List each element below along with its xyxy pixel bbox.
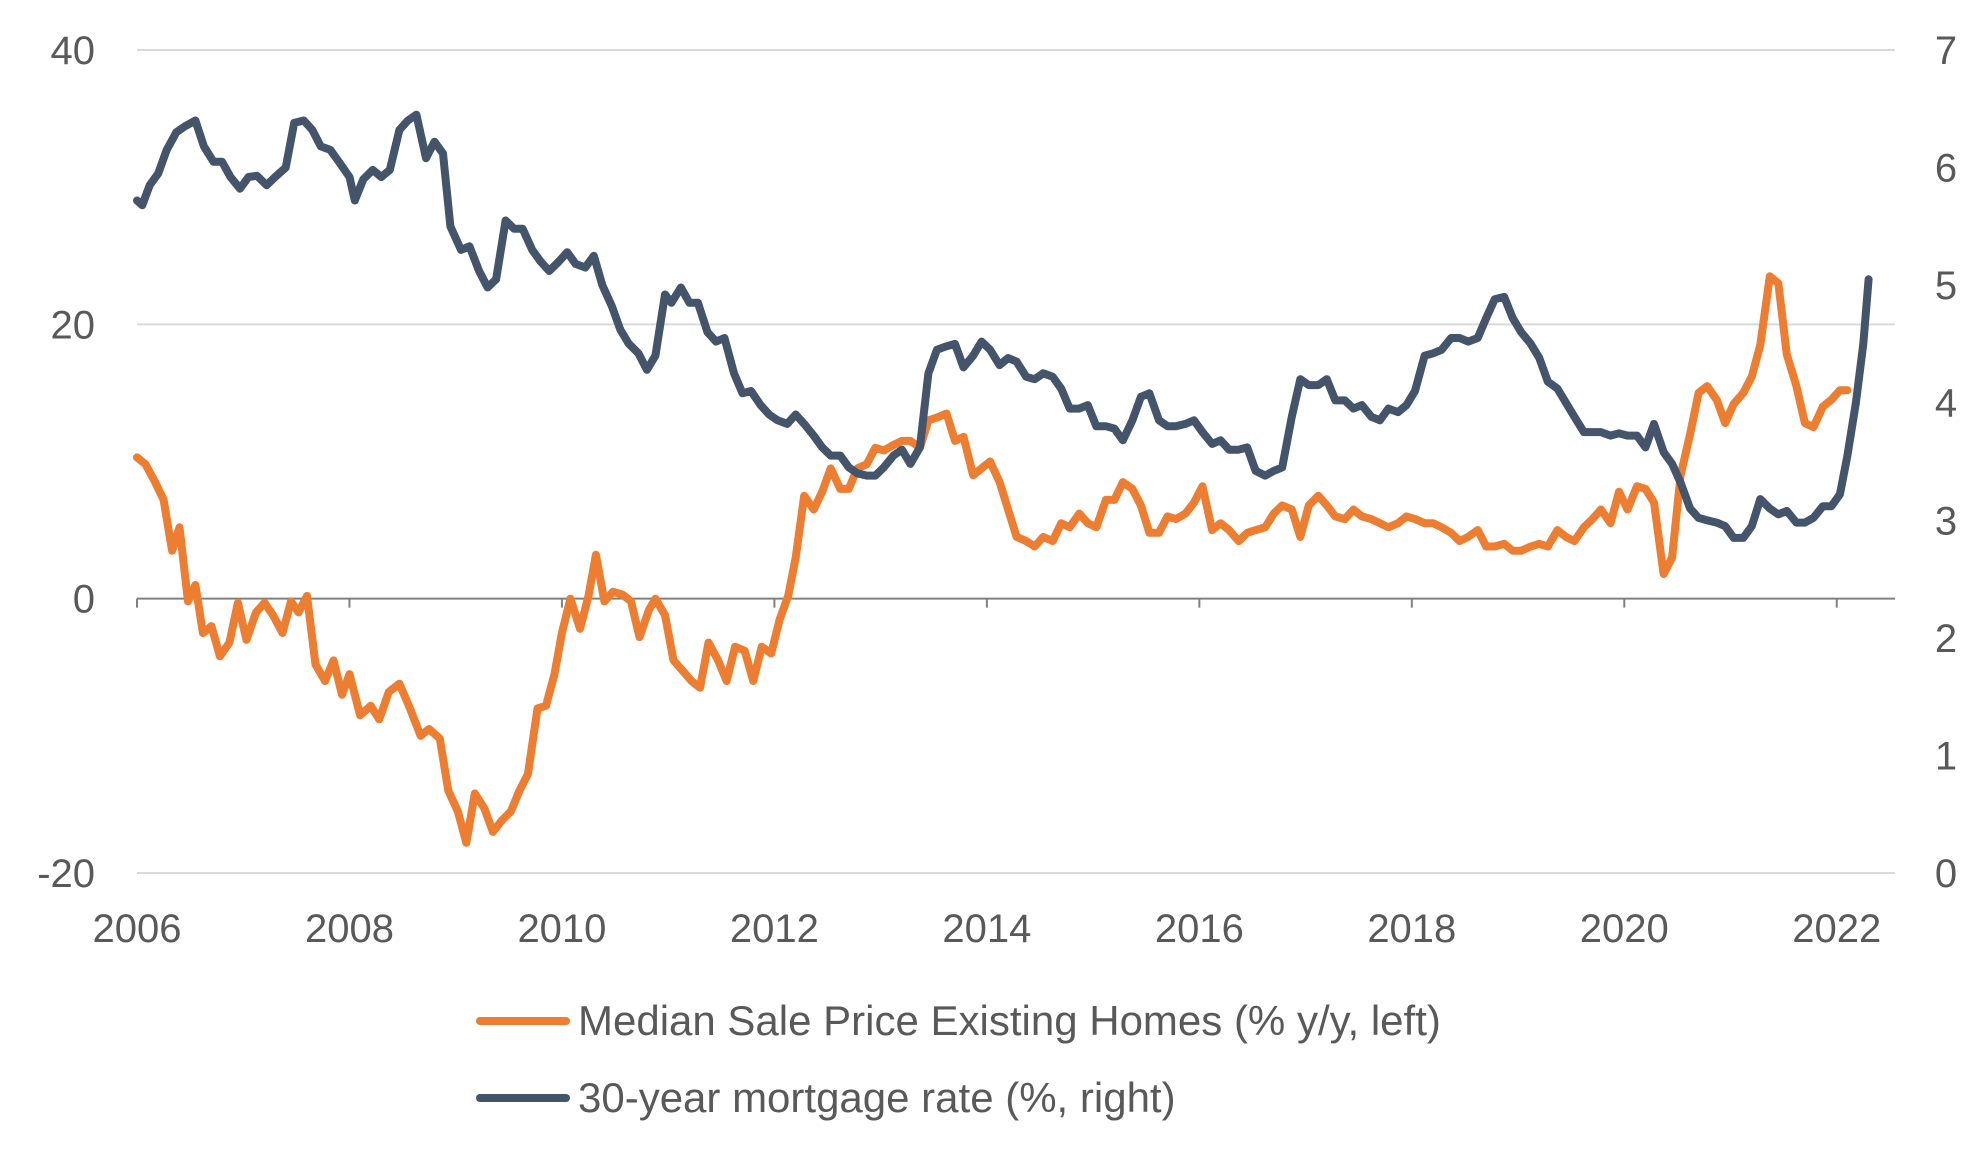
right-tick-label: 3 (1935, 499, 1957, 543)
x-tick-label: 2014 (942, 907, 1031, 951)
x-axis-baseline (136, 597, 1895, 608)
x-tick-label: 2008 (305, 907, 394, 951)
legend-label: 30-year mortgage rate (%, right) (578, 1074, 1176, 1121)
right-tick-label: 7 (1935, 29, 1957, 73)
right-tick-label: 5 (1935, 264, 1957, 308)
right-tick-label: 2 (1935, 617, 1957, 661)
right-axis-tick-labels: 0 1 2 3 4 5 6 7 (1935, 29, 1957, 896)
x-tick-label: 2022 (1792, 907, 1881, 951)
left-tick-label: 0 (73, 578, 95, 622)
right-tick-label: 4 (1935, 382, 1957, 426)
x-tick-label: 2018 (1367, 907, 1456, 951)
x-tick-label: 2010 (517, 907, 606, 951)
gridlines (137, 49, 1895, 874)
x-tick-label: 2020 (1580, 907, 1669, 951)
x-tick-label: 2016 (1155, 907, 1244, 951)
x-axis-tick-labels: 2006 2008 2010 2012 2014 2016 2018 2020 2022 (93, 907, 1882, 951)
x-tick-label: 2012 (730, 907, 819, 951)
series-line-median-sale-price (133, 272, 1852, 847)
right-tick-label: 1 (1935, 734, 1957, 778)
legend: Median Sale Price Existing Homes (% y/y,… (476, 997, 1441, 1121)
x-tick-label: 2006 (93, 907, 182, 951)
left-tick-label: -20 (37, 852, 95, 896)
legend-label: Median Sale Price Existing Homes (% y/y,… (578, 997, 1441, 1044)
left-tick-label: 40 (51, 29, 96, 73)
left-axis-tick-labels: -20 0 20 40 (37, 29, 95, 896)
left-tick-label: 20 (51, 303, 96, 347)
series-lines (133, 110, 1873, 847)
right-tick-label: 6 (1935, 147, 1957, 191)
right-tick-label: 0 (1935, 852, 1957, 896)
series-line-mortgage-rate (133, 110, 1873, 542)
